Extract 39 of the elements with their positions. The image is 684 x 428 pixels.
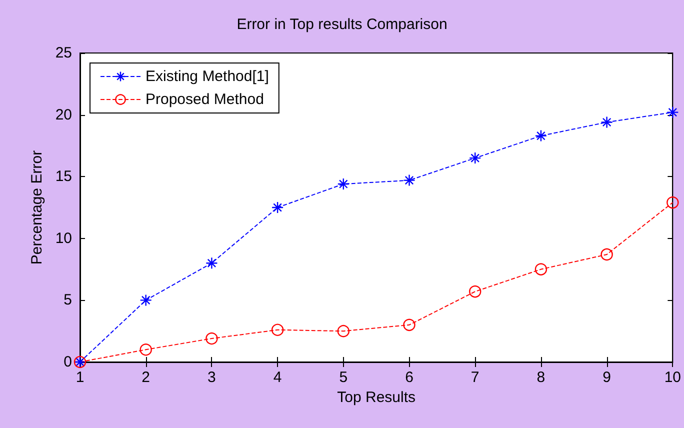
point [337, 178, 350, 190]
y-tick-label: 15 [55, 168, 72, 186]
x-tick-label: 1 [76, 369, 84, 386]
x-tick-label: 5 [339, 369, 348, 386]
point [666, 106, 679, 118]
point [140, 294, 152, 306]
point [469, 152, 482, 164]
point [600, 248, 613, 261]
x-tick-label: 4 [273, 369, 282, 386]
chart-title: Error in Top results Comparison [236, 16, 448, 33]
x-axis-title: Top Results [337, 388, 416, 406]
point [337, 325, 350, 338]
point [403, 174, 416, 186]
point [206, 257, 218, 270]
point [666, 196, 679, 209]
point [403, 318, 416, 332]
y-tick-label: 20 [55, 106, 72, 124]
x-tick-label: 9 [602, 369, 611, 386]
point [534, 130, 548, 142]
x-tick-label: 10 [664, 369, 681, 386]
x-tick-label: 7 [470, 369, 480, 386]
y-tick-label: 10 [55, 230, 72, 247]
legend-label: Proposed Method [146, 91, 264, 108]
point [534, 263, 548, 276]
x-tick-label: 6 [405, 369, 414, 386]
point [140, 344, 152, 356]
point [600, 116, 613, 128]
x-tick-label: 2 [142, 369, 150, 386]
point [271, 201, 284, 214]
x-tick-label: 3 [208, 369, 216, 386]
point [206, 332, 218, 345]
point [271, 324, 284, 336]
y-tick-label: 0 [64, 354, 72, 370]
point [469, 285, 482, 298]
y-tick-label: 5 [64, 292, 72, 309]
y-tick-label: 25 [55, 44, 72, 62]
y-axis-title: Percentage Error [28, 150, 46, 265]
x-tick-label: 8 [536, 369, 546, 386]
legend-label: Existing Method[1] [146, 68, 269, 85]
